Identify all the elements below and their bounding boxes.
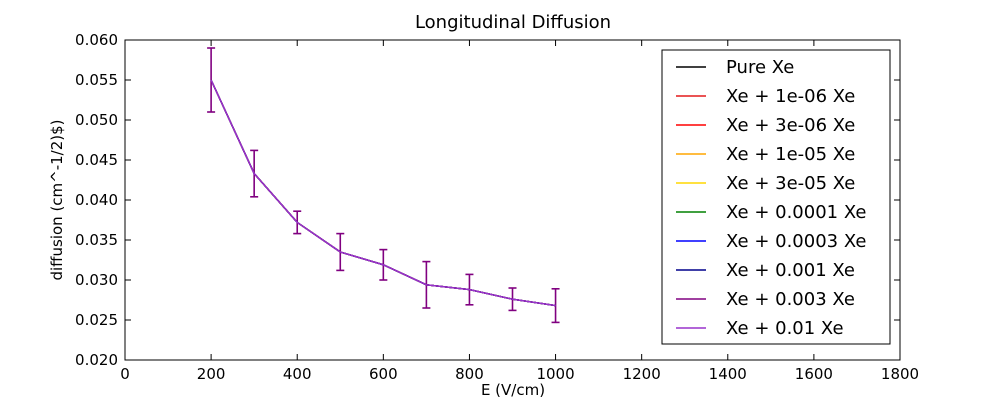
x-tick-label: 1000 — [536, 365, 574, 383]
legend-label: Xe + 0.0003 Xe — [726, 231, 866, 252]
y-tick-label: 0.035 — [75, 231, 118, 249]
series-line — [210, 79, 556, 307]
x-tick-label: 1400 — [709, 365, 747, 383]
legend: Pure Xe Xe + 1e-06 Xe Xe + 3e-06 Xe Xe + 1e… — [661, 49, 891, 345]
y-tick-label: 0.030 — [75, 271, 118, 289]
x-tick-label: 200 — [197, 365, 226, 383]
error-bars — [207, 47, 560, 324]
chart-title: Longitudinal Diffusion — [415, 12, 611, 33]
legend-label: Xe + 0.0001 Xe — [726, 202, 866, 223]
y-tick-label: 0.060 — [75, 31, 118, 49]
x-tick-label: 800 — [455, 365, 484, 383]
y-tick-label: 0.040 — [75, 191, 118, 209]
y-tick-label: 0.020 — [75, 351, 118, 369]
x-axis-label: E (V/cm) — [481, 381, 545, 399]
legend-label: Pure Xe — [726, 57, 794, 78]
legend-label: Xe + 1e-05 Xe — [726, 144, 855, 165]
legend-label: Xe + 1e-06 Xe — [726, 86, 855, 107]
x-tick-label: 1800 — [881, 365, 919, 383]
y-tick-label: 0.025 — [75, 311, 118, 329]
y-tick-label: 0.045 — [75, 151, 118, 169]
legend-label: Xe + 0.001 Xe — [726, 260, 855, 281]
x-tick-label: 600 — [369, 365, 398, 383]
legend-label: Xe + 3e-06 Xe — [726, 115, 855, 136]
legend-box — [661, 49, 891, 345]
series-lines — [210, 79, 556, 307]
legend-label: Xe + 3e-05 Xe — [726, 173, 855, 194]
legend-label: Xe + 0.01 Xe — [726, 318, 844, 339]
legend-label: Xe + 0.003 Xe — [726, 289, 855, 310]
x-tick-label: 0 — [120, 365, 130, 383]
x-tick-label: 400 — [283, 365, 312, 383]
x-tick-label: 1200 — [623, 365, 661, 383]
y-tick-label: 0.050 — [75, 111, 118, 129]
y-tick-label: 0.055 — [75, 71, 118, 89]
x-tick-label: 1600 — [795, 365, 833, 383]
axes: 0 200 400 600 800 1000 1200 1400 1600 1800 0.020 0.… — [75, 31, 919, 383]
y-axis-label: diffusion (cm^-1/2)$) — [48, 119, 66, 280]
